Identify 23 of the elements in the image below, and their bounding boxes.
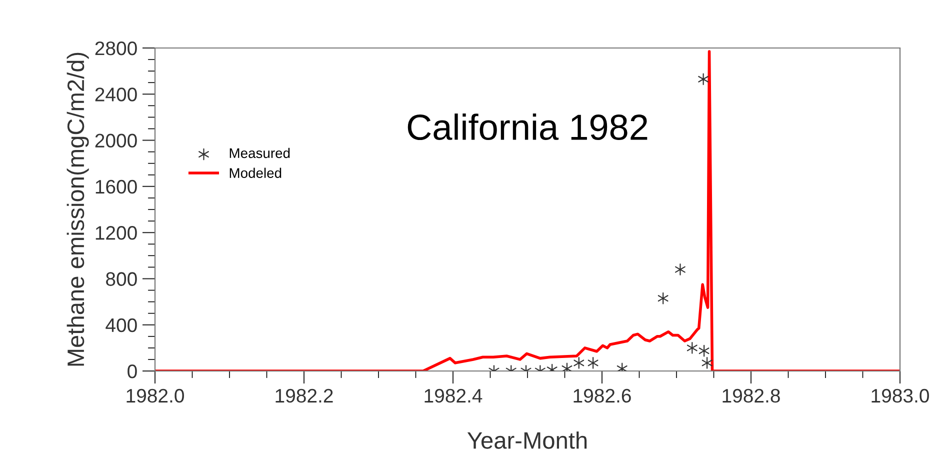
x-tick-label: 1982.6 [574, 388, 631, 403]
y-tick-label: 0 [128, 364, 137, 378]
x-tick-label: 1982.8 [722, 388, 780, 403]
y-tick-label: 1200 [96, 226, 137, 240]
point [698, 73, 709, 86]
x-tick-label: 1982.0 [126, 388, 184, 403]
point [658, 292, 668, 304]
x-tick-label: 1982.4 [424, 388, 482, 403]
legend-label: Modeled [230, 168, 282, 178]
x-tick-label: 1983.0 [872, 388, 929, 403]
text: California 1982 [408, 114, 648, 140]
y-axis-title: Methane emission(mgC/m2/d) [66, 52, 89, 366]
y-tick-label: 2800 [95, 41, 137, 56]
y-tick-label: 800 [106, 272, 137, 286]
y-tick-label: 400 [106, 318, 137, 332]
x-axis-title: Year-Month [467, 431, 587, 449]
x-tick-label: 1982.2 [276, 388, 333, 403]
y-tick-label: 2400 [95, 88, 137, 102]
point [675, 264, 686, 276]
line-series [155, 50, 900, 371]
legend-label: Measured [230, 148, 290, 158]
y-tick-label: 2000 [95, 134, 137, 148]
y-tick-label: 1600 [96, 180, 137, 194]
